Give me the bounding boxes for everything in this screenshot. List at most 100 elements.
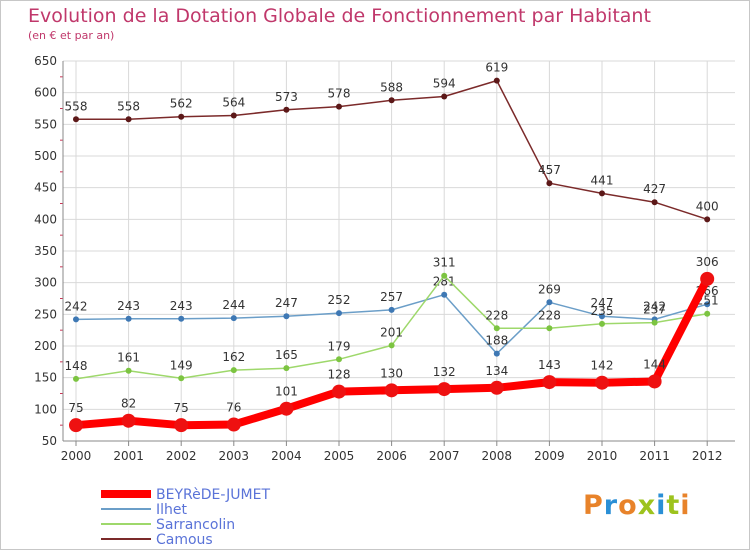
data-label-beyr-de-jumet: 76 xyxy=(226,401,241,415)
data-point-beyr-de-jumet xyxy=(384,383,399,398)
data-label-sarrancolin: 237 xyxy=(643,303,666,317)
data-label-sarrancolin: 162 xyxy=(222,350,245,364)
data-label-camous: 427 xyxy=(643,182,666,196)
legend-label-sarrancolin: Sarrancolin xyxy=(156,517,235,533)
data-point-beyr-de-jumet xyxy=(121,413,136,428)
data-label-camous: 558 xyxy=(65,99,88,113)
x-tick-label: 2003 xyxy=(219,449,250,463)
legend-label-camous: Camous xyxy=(156,532,213,548)
y-tick-label: 200 xyxy=(34,339,57,353)
x-tick-label: 2007 xyxy=(429,449,460,463)
y-tick-label: 650 xyxy=(34,54,57,68)
data-label-beyr-de-jumet: 142 xyxy=(591,359,614,373)
logo-letter: i xyxy=(680,490,691,521)
data-point-camous xyxy=(125,116,132,123)
data-label-sarrancolin: 148 xyxy=(65,359,88,373)
data-label-beyr-de-jumet: 82 xyxy=(121,397,136,411)
data-label-ilhet: 247 xyxy=(591,296,614,310)
data-label-camous: 578 xyxy=(328,87,351,101)
logo-letter: P xyxy=(583,490,604,521)
data-point-ilhet xyxy=(493,350,500,357)
data-point-sarrancolin xyxy=(651,319,658,326)
y-tick-label: 300 xyxy=(34,276,57,290)
data-point-beyr-de-jumet xyxy=(332,384,346,399)
data-point-ilhet xyxy=(178,315,185,322)
data-label-sarrancolin: 201 xyxy=(380,325,403,339)
data-label-sarrancolin: 228 xyxy=(485,308,508,322)
data-point-camous xyxy=(704,216,711,223)
data-point-camous xyxy=(441,93,448,100)
data-point-ilhet xyxy=(388,306,395,313)
data-label-ilhet: 252 xyxy=(328,293,351,307)
data-label-ilhet: 257 xyxy=(380,290,403,304)
data-point-sarrancolin xyxy=(546,325,553,332)
data-label-camous: 457 xyxy=(538,163,561,177)
y-tick-label: 50 xyxy=(42,434,57,448)
data-label-sarrancolin: 149 xyxy=(170,358,193,372)
data-label-beyr-de-jumet: 306 xyxy=(696,255,719,269)
y-tick-label: 400 xyxy=(34,212,57,226)
y-tick-label: 100 xyxy=(34,402,57,416)
data-point-sarrancolin xyxy=(178,375,185,382)
data-label-camous: 441 xyxy=(591,173,614,187)
data-point-ilhet xyxy=(599,313,605,320)
data-label-ilhet: 242 xyxy=(65,299,88,313)
data-label-ilhet: 281 xyxy=(433,275,456,289)
data-label-beyr-de-jumet: 143 xyxy=(538,358,561,372)
y-tick-label: 150 xyxy=(34,371,57,385)
x-tick-label: 2002 xyxy=(166,449,197,463)
data-label-beyr-de-jumet: 144 xyxy=(643,357,666,371)
data-label-ilhet: 188 xyxy=(485,334,508,348)
data-point-camous xyxy=(493,77,500,84)
data-point-sarrancolin xyxy=(125,367,132,374)
x-tick-label: 2005 xyxy=(324,449,355,463)
legend-label-ilhet: Ilhet xyxy=(156,502,188,518)
data-point-sarrancolin xyxy=(388,342,395,349)
data-point-camous xyxy=(336,103,342,110)
x-tick-label: 2010 xyxy=(587,449,618,463)
x-tick-label: 2004 xyxy=(271,449,302,463)
data-point-camous xyxy=(283,106,290,113)
data-point-sarrancolin xyxy=(230,367,237,374)
data-point-sarrancolin xyxy=(704,310,711,317)
data-point-camous xyxy=(599,190,605,197)
data-point-sarrancolin xyxy=(283,365,290,372)
data-point-sarrancolin xyxy=(599,320,605,327)
logo-letter: t xyxy=(666,490,681,521)
data-point-camous xyxy=(651,199,658,206)
proxiti-logo: Proxiti xyxy=(583,490,691,521)
y-tick-label: 600 xyxy=(34,86,57,100)
data-point-beyr-de-jumet xyxy=(279,401,294,416)
data-point-beyr-de-jumet xyxy=(174,418,189,433)
data-point-camous xyxy=(73,116,79,123)
data-label-beyr-de-jumet: 128 xyxy=(328,368,351,382)
data-point-beyr-de-jumet xyxy=(700,271,715,286)
y-tick-label: 550 xyxy=(34,117,57,131)
data-label-camous: 619 xyxy=(485,61,508,75)
data-point-camous xyxy=(546,180,553,187)
data-label-beyr-de-jumet: 134 xyxy=(485,364,508,378)
data-label-sarrancolin: 311 xyxy=(433,256,456,270)
data-label-sarrancolin: 235 xyxy=(591,304,614,318)
data-point-ilhet xyxy=(125,315,132,322)
data-label-beyr-de-jumet: 132 xyxy=(433,365,456,379)
chart-subtitle: (en € et par an) xyxy=(28,29,115,42)
data-label-ilhet: 247 xyxy=(275,296,298,310)
chart-title: Evolution de la Dotation Globale de Fonc… xyxy=(28,5,651,27)
x-tick-label: 2001 xyxy=(113,449,144,463)
data-label-beyr-de-jumet: 75 xyxy=(174,401,189,415)
data-label-beyr-de-jumet: 130 xyxy=(380,366,403,380)
data-label-sarrancolin: 161 xyxy=(117,351,140,365)
data-point-camous xyxy=(388,97,395,104)
data-label-camous: 573 xyxy=(275,90,298,104)
data-point-beyr-de-jumet xyxy=(489,380,504,395)
data-label-camous: 594 xyxy=(433,76,456,90)
logo-letter: x xyxy=(637,490,657,521)
data-point-sarrancolin xyxy=(493,325,500,332)
data-label-sarrancolin: 228 xyxy=(538,308,561,322)
y-tick-label: 250 xyxy=(34,307,57,321)
x-tick-label: 2006 xyxy=(376,449,407,463)
data-point-beyr-de-jumet xyxy=(542,375,557,390)
x-tick-label: 2009 xyxy=(534,449,565,463)
